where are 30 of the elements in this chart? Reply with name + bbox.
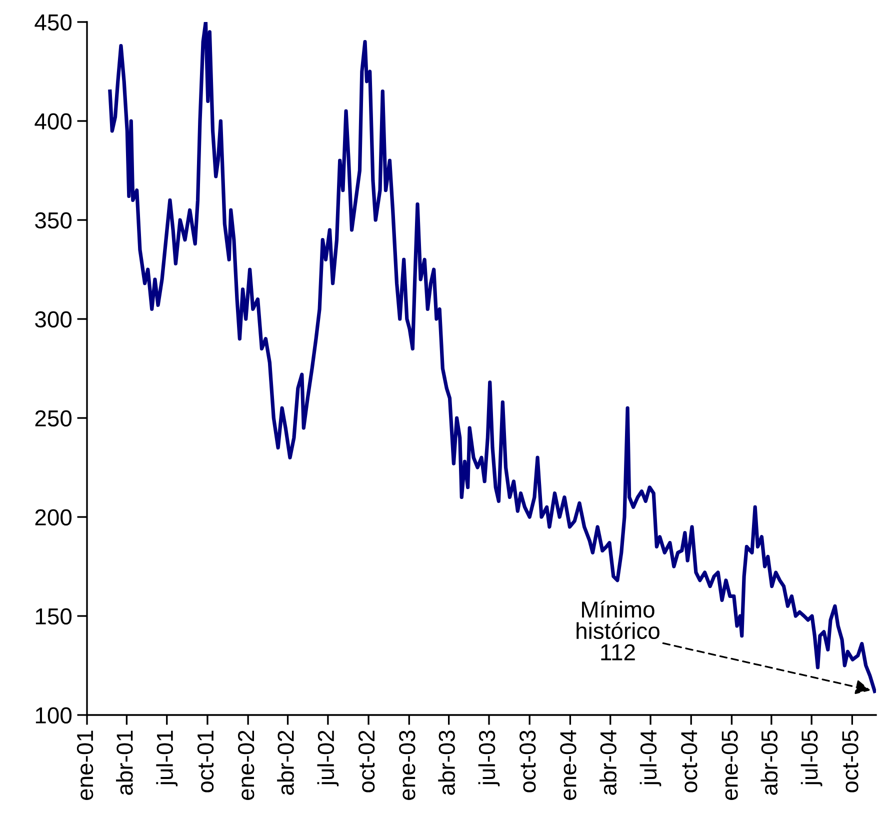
x-tick-label: ene-04 <box>560 730 576 800</box>
x-tick-label: jul-02 <box>317 730 339 786</box>
y-tick-label: 300 <box>35 311 72 328</box>
y-tick-label: 150 <box>36 608 72 625</box>
y-tick-label: 450 <box>34 14 72 31</box>
y-tick-label: 350 <box>35 212 72 229</box>
x-tick-label: oct-03 <box>520 730 536 792</box>
x-tick-label: ene-05 <box>722 730 738 800</box>
line-series <box>108 22 876 694</box>
x-tick-label: oct-02 <box>358 730 375 792</box>
x-tick-label: abr-03 <box>438 730 455 795</box>
x-tick-label: jul-01 <box>156 730 178 786</box>
annotation: Mínimo histórico 112 <box>576 600 660 660</box>
x-tick-label: jul-03 <box>478 730 500 786</box>
y-tick-label: 200 <box>35 509 72 526</box>
x-tick-label: ene-02 <box>238 730 254 800</box>
x-tick-label: ene-03 <box>399 730 416 800</box>
x-tick-label: jul-05 <box>800 730 822 786</box>
y-tick-label: 100 <box>36 707 72 724</box>
x-tick-label: oct-05 <box>842 730 858 792</box>
x-tick-label: jul-04 <box>640 730 662 786</box>
y-tick-label: 250 <box>35 410 72 427</box>
x-tick-label: ene-01 <box>76 730 94 800</box>
x-tick-label: abr-05 <box>760 730 778 795</box>
x-tick-label: oct-04 <box>681 730 698 792</box>
x-tick-label: abr-02 <box>277 730 294 795</box>
x-tick-label: oct-01 <box>197 730 214 792</box>
y-tick-label: 400 <box>34 113 72 130</box>
x-tick-label: abr-01 <box>116 730 133 795</box>
x-tick-label: abr-04 <box>600 730 617 795</box>
